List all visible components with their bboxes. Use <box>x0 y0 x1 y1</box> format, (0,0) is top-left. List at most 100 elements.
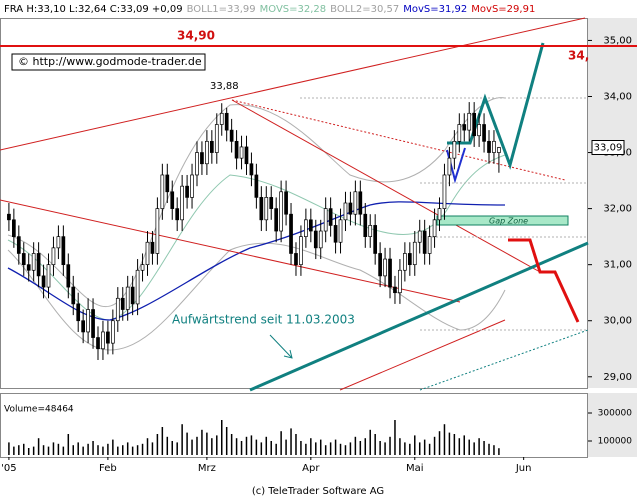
candle-body <box>185 185 189 198</box>
header-item: MOVS=32,28 <box>260 4 327 15</box>
resistance-label: 34,90 <box>177 29 215 43</box>
candle-body <box>175 208 180 221</box>
candle-body <box>427 236 432 254</box>
candle-body <box>180 185 184 221</box>
candle-body <box>31 253 36 271</box>
moving-average-short <box>7 154 506 321</box>
volume-tick-label: 100000 <box>598 437 633 447</box>
candle-body <box>91 309 95 338</box>
x-tick-label: Feb <box>99 463 117 474</box>
candle-body <box>101 331 105 350</box>
candle-body <box>442 174 447 209</box>
candle-body <box>7 213 11 221</box>
candle-body <box>487 140 491 153</box>
candle-body <box>412 241 417 266</box>
candle-body <box>81 320 86 333</box>
candle-body <box>368 225 373 237</box>
candle-body <box>259 197 264 221</box>
y-tick-label: 31,00 <box>603 260 632 271</box>
copyright-box <box>11 53 206 71</box>
header-item: MovS=31,92 <box>403 4 467 15</box>
volume-frame <box>0 393 588 458</box>
candle-body <box>407 253 412 266</box>
candle-body <box>313 230 318 249</box>
candle-body <box>299 236 303 266</box>
candle-body <box>140 264 145 271</box>
candle-body <box>209 140 214 153</box>
x-tick-label: Mai <box>406 463 424 474</box>
candle-body <box>338 219 343 243</box>
volume-tick-label: 300000 <box>598 409 633 419</box>
candle-body <box>383 258 387 277</box>
candle-body <box>452 140 457 159</box>
candle-body <box>106 331 110 344</box>
candle-body <box>155 208 160 254</box>
candle-body <box>482 124 486 142</box>
candle-body <box>477 124 481 137</box>
candle-body <box>492 140 496 153</box>
high-label: 33,88 <box>210 81 239 92</box>
footer: (c) TeleTrader Software AG <box>252 486 384 497</box>
candle-body <box>358 191 363 215</box>
resistance-label-right: 34, <box>568 49 589 63</box>
candle-body <box>205 140 209 165</box>
candle-body <box>76 303 81 322</box>
last-price-label: 33,09 <box>594 143 623 154</box>
candle-body <box>96 337 100 350</box>
candle-body <box>66 264 71 288</box>
candle-body <box>71 286 76 305</box>
candle-body <box>393 286 397 294</box>
candle-body <box>274 208 279 232</box>
candle-body <box>447 157 452 176</box>
candle-body <box>110 320 115 344</box>
candle-body <box>289 213 293 254</box>
y-tick-label: 34,00 <box>603 91 632 102</box>
candle-body <box>348 202 353 215</box>
uptrend <box>249 241 589 392</box>
projection-down <box>508 238 580 323</box>
candle-body <box>304 219 308 237</box>
candle-body <box>417 230 422 243</box>
candle-body <box>388 258 392 288</box>
candle-body <box>378 253 382 277</box>
candle-body <box>422 230 427 254</box>
candle-body <box>21 253 26 266</box>
candle-body <box>472 112 477 137</box>
candle-body <box>308 219 313 232</box>
candle-body <box>51 247 56 266</box>
candle-body <box>200 152 204 165</box>
last-price-box <box>591 140 625 155</box>
candle-body <box>462 124 467 131</box>
candle-body <box>165 174 170 193</box>
candle-body <box>120 297 125 310</box>
y-tick-label: 35,00 <box>603 35 632 46</box>
trend-upper <box>0 17 586 151</box>
candle-body <box>135 269 140 305</box>
gap-label: Gap Zone <box>489 217 528 226</box>
trend-down <box>231 99 541 273</box>
candle-body <box>190 174 194 198</box>
x-tick-label: Jun <box>515 463 532 474</box>
trend-parallel <box>339 319 506 391</box>
candle-body <box>363 213 368 237</box>
trend-arrow <box>269 334 293 359</box>
y-tick-label: 30,00 <box>603 316 632 327</box>
candle-body <box>195 152 199 176</box>
candle-body <box>239 146 244 159</box>
indicator-layer <box>0 17 589 392</box>
candle-body <box>16 236 21 254</box>
trend-label: Aufwärtstrend seit 11.03.2003 <box>172 313 355 327</box>
header-item: MovS=29,91 <box>471 4 535 15</box>
gap-zone <box>436 215 569 226</box>
candle-body <box>26 264 31 271</box>
candle-body <box>284 191 288 215</box>
volume-label: Volume=48464 <box>4 405 74 415</box>
volume-axis-bg <box>588 393 637 457</box>
marks: 29,0030,0031,0032,0033,0034,0035,00'05Fe… <box>0 29 637 474</box>
plot-frame <box>0 18 588 389</box>
candle-body <box>234 140 239 159</box>
candle-body <box>41 275 46 288</box>
candle-body <box>36 253 41 277</box>
candle-body <box>279 191 283 232</box>
